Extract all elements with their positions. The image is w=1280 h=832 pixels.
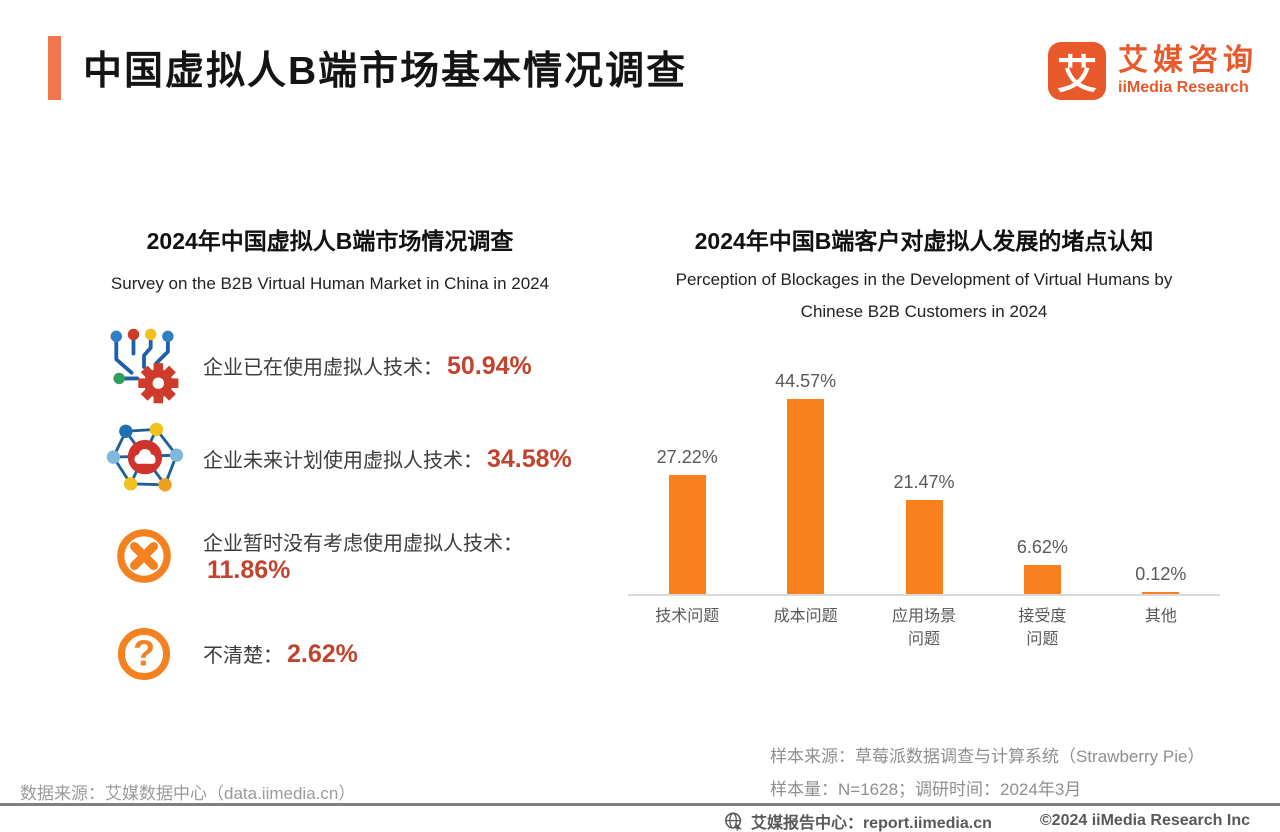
bar [668, 474, 706, 594]
brand-name-cn: 艾媒咨询 [1118, 44, 1258, 78]
sample-source-note: 样本来源：草莓派数据调查与计算系统（Strawberry Pie） [770, 747, 1205, 766]
bar-value-label: 44.57% [775, 371, 837, 392]
bar-group: 21.47% [865, 472, 983, 594]
brand-logo: 艾 艾媒咨询 iiMedia Research [1048, 42, 1258, 100]
bar-group: 27.22% [628, 447, 746, 594]
stat-item-unclear: ? 不清楚： 2.62% [96, 606, 604, 702]
bar-category-label: 接受度 问题 [1018, 608, 1067, 648]
bar-chart-plot-area: 27.22% 44.57% 21.47% 6.62% 0.12% [628, 342, 1220, 596]
survey-panel-title: 2024年中国虚拟人B端市场情况调查 [146, 228, 514, 254]
brand-logo-text: 艾媒咨询 iiMedia Research [1118, 45, 1258, 97]
stat-label: 企业暂时没有考虑使用虚拟人技术：11.86% [203, 527, 604, 585]
survey-stats-list: 企业已在使用虚拟人技术： 50.94% [56, 320, 604, 702]
bar-value-label: 6.62% [1016, 537, 1068, 558]
cross-circle-icon [96, 520, 191, 592]
bar-value-label: 21.47% [893, 472, 955, 493]
stat-item-using: 企业已在使用虚拟人技术： 50.94% [96, 320, 604, 412]
bar-category-label: 其他 [1144, 608, 1177, 625]
title-accent-bar [48, 36, 61, 100]
brand-name-en: iiMedia Research [1118, 78, 1249, 96]
bar [787, 399, 825, 594]
report-center-text: 艾媒报告中心：report.iimedia.cn [750, 815, 992, 832]
chart-subtitle: Perception of Blockages in the Developme… [628, 264, 1220, 328]
bar-group: 6.62% [983, 537, 1101, 594]
chart-panel: 2024年中国B端客户对虚拟人发展的堵点认知 Perception of Blo… [628, 222, 1220, 651]
bar-category-label: 技术问题 [655, 608, 720, 625]
bar-value-label: 27.22% [656, 446, 718, 467]
svg-text:?: ? [133, 634, 155, 674]
survey-panel-subtitle: Survey on the B2B Virtual Human Market i… [110, 274, 550, 293]
question-circle-icon: ? [96, 619, 191, 689]
stat-label: 企业未来计划使用虚拟人技术： 34.58% [203, 444, 572, 474]
bar-chart-category-axis: 技术问题 成本问题 应用场景 问题 接受度 问题 其他 [628, 596, 1220, 651]
brand-logo-icon: 艾 [1048, 42, 1106, 100]
bar-group: 0.12% [1102, 564, 1220, 594]
stat-value: 50.94% [447, 352, 532, 380]
stat-value: 11.86% [207, 556, 291, 584]
stat-value: 2.62% [287, 640, 358, 668]
stat-label: 企业已在使用虚拟人技术： 50.94% [203, 351, 532, 381]
survey-panel: 2024年中国虚拟人B端市场情况调查 Survey on the B2B Vir… [56, 222, 604, 702]
network-cloud-icon [96, 416, 191, 502]
bar-category-label: 成本问题 [773, 608, 838, 625]
stat-label-text: 企业已在使用虚拟人技术： [203, 357, 443, 379]
stat-item-not-considering: 企业暂时没有考虑使用虚拟人技术：11.86% [96, 506, 604, 606]
stat-label: 不清楚： 2.62% [203, 639, 358, 669]
page-title: 中国虚拟人B端市场基本情况调查 [83, 50, 688, 93]
sample-notes: 样本来源：草莓派数据调查与计算系统（Strawberry Pie） 样本量：N=… [770, 740, 1204, 806]
bar-value-label: 0.12% [1135, 564, 1187, 584]
chart-subtitle-line2: Chinese B2B Customers in 2024 [800, 302, 1048, 321]
circuit-tech-icon [96, 323, 191, 409]
footer-divider [0, 803, 1280, 806]
bar [1023, 565, 1061, 594]
data-source-note: 数据来源：艾媒数据中心（data.iimedia.cn） [20, 784, 356, 803]
page-header: 中国虚拟人B端市场基本情况调查 [48, 36, 687, 100]
bar-chart: 27.22% 44.57% 21.47% 6.62% 0.12% 技术问题 成本问题 应用场… [628, 342, 1220, 651]
stat-label-text: 不清楚： [203, 645, 283, 667]
page-footer: 艾媒报告中心：report.iimedia.cn ©2024 iiMedia R… [724, 809, 1250, 832]
bar [905, 500, 943, 594]
chart-subtitle-line1: Perception of Blockages in the Developme… [675, 270, 1173, 289]
stat-label-text: 企业暂时没有考虑使用虚拟人技术： [203, 533, 523, 555]
stat-label-text: 企业未来计划使用虚拟人技术： [203, 450, 483, 472]
stat-item-planning: 企业未来计划使用虚拟人技术： 34.58% [96, 412, 604, 506]
copyright-text: ©2024 iiMedia Research Inc [1039, 812, 1250, 829]
bar-category-label: 应用场景 问题 [892, 608, 957, 648]
stat-value: 34.58% [487, 445, 572, 473]
report-center-group: 艾媒报告中心：report.iimedia.cn [724, 809, 992, 832]
bar [1142, 592, 1180, 594]
globe-cursor-icon [724, 812, 743, 831]
bar-group: 44.57% [746, 371, 864, 594]
chart-title: 2024年中国B端客户对虚拟人发展的堵点认知 [694, 228, 1154, 254]
sample-size-note: 样本量：N=1628；调研时间：2024年3月 [770, 780, 1082, 799]
